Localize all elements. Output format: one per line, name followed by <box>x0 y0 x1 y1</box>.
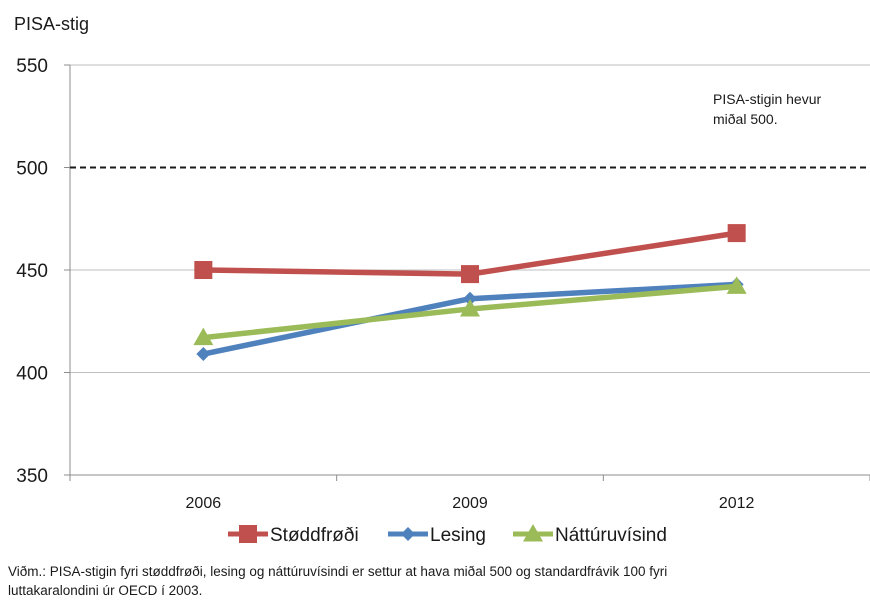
chart: PISA-stig 350 400 450 500 550 2006 2009 2012 P… <box>14 14 870 546</box>
series-Støddfrøði <box>194 224 746 284</box>
y-axis-title: PISA-stig <box>14 14 89 34</box>
legend-item-Náttúruvísind: Náttúruvísind <box>513 524 667 546</box>
y-tick-label-550: 550 <box>16 56 48 77</box>
data-point-Støddfrøði-2009 <box>461 265 479 284</box>
y-tick-labels: 350 400 450 500 550 <box>16 56 48 487</box>
x-tick-label-2006: 2006 <box>186 495 222 512</box>
data-point-Náttúruvísind-2009 <box>460 298 480 317</box>
legend-marker-Lesing <box>401 527 415 541</box>
data-point-Støddfrøði-2006 <box>194 261 213 279</box>
data-point-Lesing-2006 <box>196 347 211 362</box>
y-tick-label-400: 400 <box>16 364 48 385</box>
annotation-line-2: miðal 500. <box>713 111 778 127</box>
footnote: Viðm.: PISA-stigin fyri støddfrøði, lesi… <box>8 562 858 600</box>
x-tick-label-2009: 2009 <box>452 495 488 512</box>
legend: Støddfrøði Lesing Náttúruvísind <box>228 524 667 546</box>
y-tick-label-350: 350 <box>16 466 48 487</box>
legend-marker-Náttúruvísind <box>523 524 543 542</box>
x-tick-labels: 2006 2009 2012 <box>186 495 755 512</box>
legend-label-Lesing: Lesing <box>430 525 486 546</box>
data-point-Náttúruvísind-2012 <box>726 276 747 294</box>
legend-item-Lesing: Lesing <box>388 525 486 546</box>
data-point-Støddfrøði-2012 <box>727 224 746 243</box>
data-point-Náttúruvísind-2006 <box>193 327 214 346</box>
legend-label-Støddfrøði: Støddfrøði <box>270 525 359 546</box>
legend-label-Náttúruvísind: Náttúruvísind <box>555 525 667 546</box>
y-tick-label-500: 500 <box>16 159 48 180</box>
legend-item-Støddfrøði: Støddfrøði <box>228 525 359 546</box>
footnote-line-2: luttakaralondini úr OECD í 2003. <box>8 583 203 598</box>
series-Lesing <box>196 277 744 362</box>
series-Náttúruvísind <box>193 276 747 346</box>
annotation: PISA-stigin hevur miðal 500. <box>713 91 821 127</box>
series-lines <box>193 224 747 362</box>
axes <box>64 64 870 481</box>
data-point-Lesing-2009 <box>463 291 477 306</box>
x-tick-label-2012: 2012 <box>719 495 755 512</box>
annotation-line-1: PISA-stigin hevur <box>713 91 821 107</box>
footnote-line-1: Viðm.: PISA-stigin fyri støddfrøði, lesi… <box>8 564 668 579</box>
y-tick-label-450: 450 <box>16 261 48 282</box>
legend-marker-Støddfrøði <box>239 525 257 543</box>
